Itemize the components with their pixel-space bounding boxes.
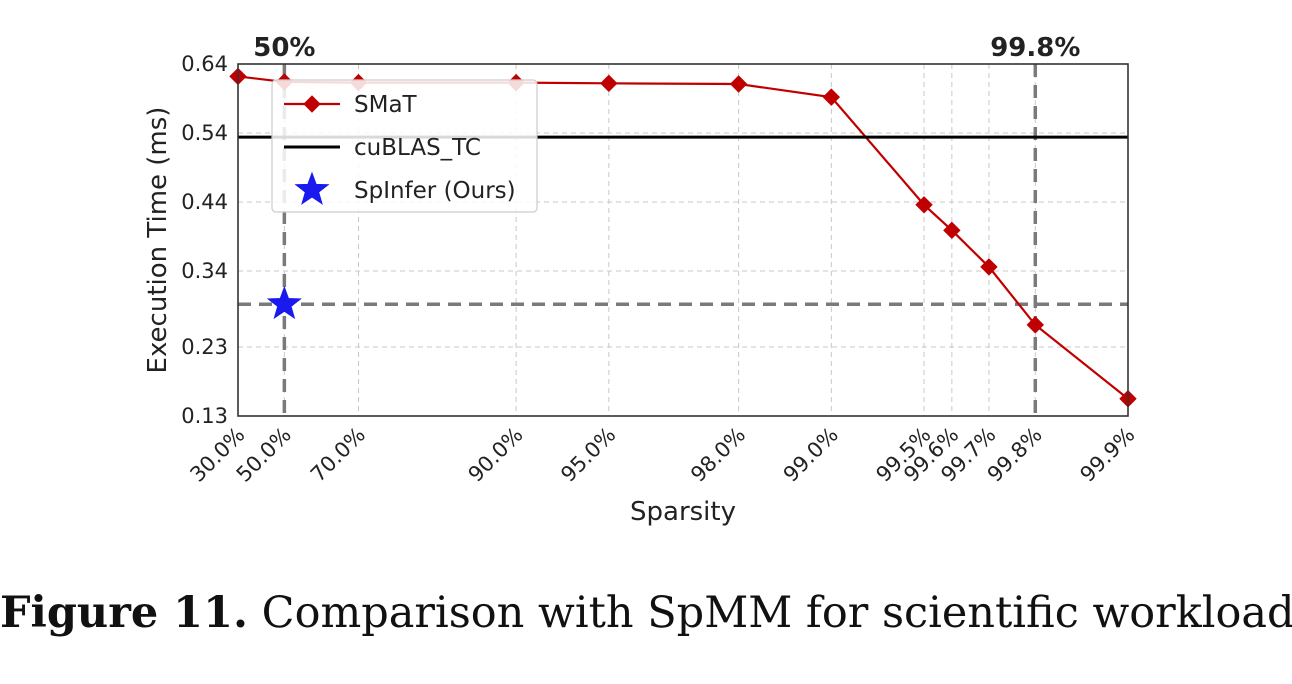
caption-label: Figure 11. xyxy=(0,588,248,638)
x-tick-label: 90.0% xyxy=(464,423,528,487)
y-tick-label: 0.54 xyxy=(181,121,228,145)
annotations: 50% 99.8% xyxy=(253,33,1080,63)
y-axis-ticks: 0.13 0.23 0.34 0.44 0.54 0.64 xyxy=(181,52,228,428)
legend-label: SMaT xyxy=(354,92,418,118)
annotation-label: 99.8% xyxy=(990,33,1080,63)
x-tick-label: 98.0% xyxy=(686,423,750,487)
x-tick-label: 70.0% xyxy=(306,423,370,487)
legend: SMaT cuBLAS_TC SpInfer (Ours) xyxy=(271,79,538,213)
spinfer-point xyxy=(266,285,302,320)
legend-marker-spinfer xyxy=(294,171,330,205)
y-tick-label: 0.13 xyxy=(181,404,228,428)
smat-point-95.0% xyxy=(600,74,618,93)
legend-marker-smat xyxy=(303,95,321,113)
y-tick-label: 0.23 xyxy=(181,335,228,359)
legend-label: cuBLAS_TC xyxy=(354,135,481,161)
smat-point-98.0% xyxy=(729,75,748,93)
figure-caption: Figure 11. Comparison with SpMM for scie… xyxy=(0,588,1292,638)
smat-point-99.0% xyxy=(822,88,841,106)
x-axis-title: Sparsity xyxy=(630,497,736,527)
smat-point-99.8% xyxy=(1026,316,1044,334)
x-axis-ticks: 30.0%50.0% 70.0% 90.0% 95.0% 98.0% 99.0% 99.5%… xyxy=(185,423,1139,487)
y-tick-label: 0.64 xyxy=(181,52,228,76)
smat-point-99.6% xyxy=(943,221,961,240)
reference-lines xyxy=(238,64,1128,416)
y-tick-label: 0.44 xyxy=(181,190,228,214)
y-tick-label: 0.34 xyxy=(181,259,228,283)
x-tick-label: 95.0% xyxy=(556,423,620,487)
y-axis-title: Execution Time (ms) xyxy=(143,107,173,374)
legend-label: SpInfer (Ours) xyxy=(354,178,516,204)
caption-text: Comparison with SpMM for scientific work… xyxy=(261,588,1292,638)
series-layer xyxy=(229,67,1137,408)
smat-point-99.7% xyxy=(980,258,998,276)
annotation-label: 50% xyxy=(253,33,315,63)
smat-point-99.5% xyxy=(915,196,933,214)
plot-area-frame xyxy=(237,63,1129,417)
x-tick-label: 99.9% xyxy=(1075,423,1139,487)
x-tick-label: 99.0% xyxy=(779,423,843,487)
legend-box xyxy=(271,79,538,213)
